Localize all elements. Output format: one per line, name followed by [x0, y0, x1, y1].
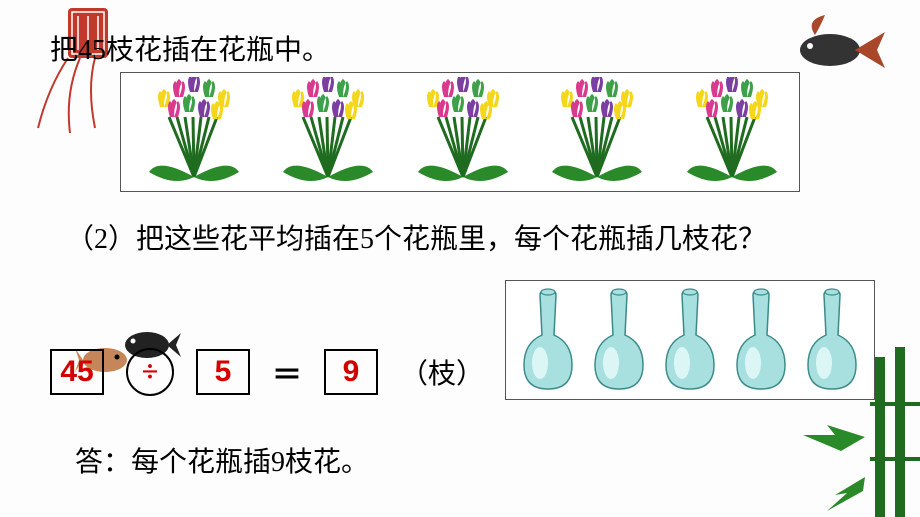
- equals-sign: ＝: [272, 350, 302, 394]
- flower-bunch: [532, 77, 656, 187]
- vase-illustration-row: [505, 280, 875, 400]
- equation-row: 45 ÷ 5 ＝ 9 （枝）: [50, 348, 484, 396]
- flower-bunch: [398, 77, 522, 187]
- question-text: （2）把这些花平均插在5个花瓶里，每个花瓶插几枝花？: [66, 218, 860, 261]
- vase: [729, 285, 793, 395]
- title-text: 把45枝花插在花瓶中。: [50, 28, 330, 68]
- vase: [800, 285, 864, 395]
- flower-bunch: [263, 77, 387, 187]
- operand-b-box: 5: [196, 349, 250, 395]
- operand-a-box: 45: [50, 349, 104, 395]
- vase: [658, 285, 722, 395]
- result-box: 9: [324, 349, 378, 395]
- unit-label: （枝）: [400, 352, 484, 392]
- operator-circle: ÷: [126, 348, 174, 396]
- vase: [587, 285, 651, 395]
- seal-decoration: [0, 0, 120, 140]
- vase: [516, 285, 580, 395]
- flower-bunch: [667, 77, 791, 187]
- flower-bunch: [129, 77, 253, 187]
- answer-text: 答：每个花瓶插9枝花。: [75, 440, 369, 480]
- flower-illustration-row: [120, 72, 800, 192]
